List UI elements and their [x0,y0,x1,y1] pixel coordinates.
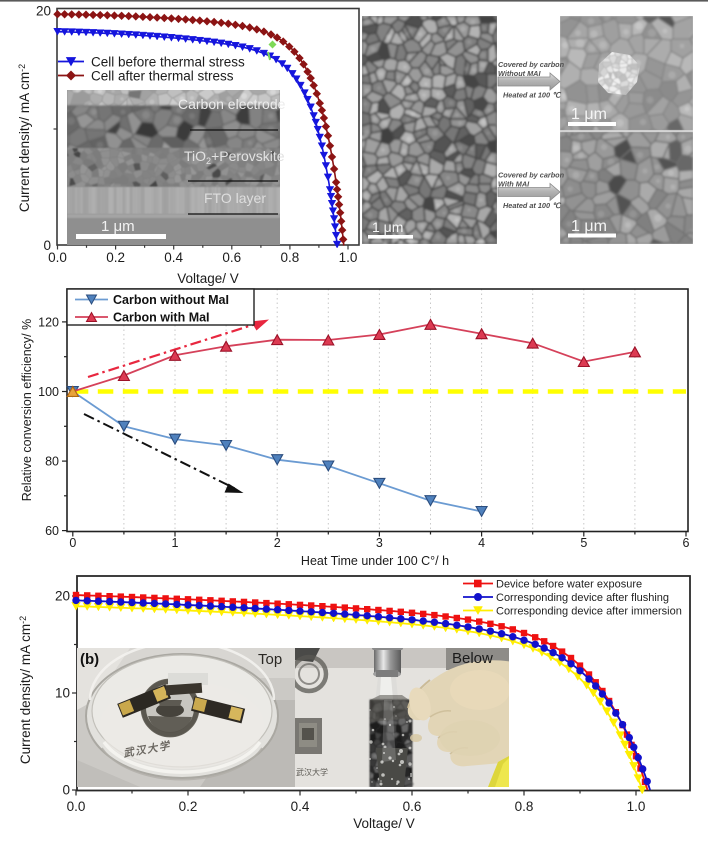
svg-text:2: 2 [274,536,281,550]
svg-text:Cell before thermal stress: Cell before thermal stress [91,55,245,70]
svg-text:Current density/ mA cm-2: Current density/ mA cm-2 [17,64,32,212]
svg-text:10: 10 [55,686,70,701]
svg-text:Covered by carbon: Covered by carbon [498,60,565,69]
svg-text:Device before water exposure: Device before water exposure [496,579,642,591]
svg-text:0.8: 0.8 [281,250,300,265]
svg-text:Carbon electrode: Carbon electrode [178,96,286,112]
svg-text:0.4: 0.4 [164,250,183,265]
svg-text:TiO2+Perovskite: TiO2+Perovskite [184,148,285,166]
svg-text:Below: Below [452,650,493,667]
svg-text:0.6: 0.6 [403,799,422,814]
svg-text:0: 0 [62,783,70,798]
svg-text:1.0: 1.0 [339,250,358,265]
svg-text:Heated at 100 ℃: Heated at 100 ℃ [503,201,562,210]
svg-text:0: 0 [43,238,51,253]
svg-text:20: 20 [55,589,70,604]
svg-text:Corresponding device after flu: Corresponding device after flushing [496,592,669,604]
svg-text:4: 4 [478,536,485,550]
svg-text:1: 1 [172,536,179,550]
svg-text:80: 80 [45,455,59,469]
svg-text:(b): (b) [80,651,99,668]
svg-text:0.2: 0.2 [106,250,125,265]
svg-text:0.6: 0.6 [222,250,241,265]
svg-text:Top: Top [258,651,282,668]
svg-text:Relative conversion efficiency: Relative conversion efficiency/ % [20,319,34,502]
svg-text:Heated at 100 ℃: Heated at 100 ℃ [503,91,562,100]
svg-text:Corresponding device after imm: Corresponding device after immersion [496,606,682,618]
svg-text:1 μm: 1 μm [571,218,607,235]
svg-text:0: 0 [69,536,76,550]
svg-text:Without MAI: Without MAI [498,69,541,78]
svg-text:0.4: 0.4 [291,799,310,814]
svg-text:Voltage/ V: Voltage/ V [353,816,415,831]
svg-text:Cell after thermal stress: Cell after thermal stress [91,69,234,84]
svg-text:1.0: 1.0 [627,799,646,814]
svg-text:100: 100 [38,385,59,399]
svg-text:0.2: 0.2 [179,799,198,814]
svg-text:0.0: 0.0 [67,799,86,814]
svg-text:60: 60 [45,524,59,538]
svg-text:3: 3 [376,536,383,550]
svg-text:Current density/ mA cm-2: Current density/ mA cm-2 [18,616,33,764]
svg-text:120: 120 [38,315,59,329]
svg-text:Heat Time under 100 C°/ h: Heat Time under 100 C°/ h [301,554,449,568]
svg-text:Carbon with MaI: Carbon with MaI [113,311,210,325]
svg-text:With MAI: With MAI [498,180,530,189]
svg-text:FTO layer: FTO layer [204,190,266,206]
svg-text:20: 20 [36,4,51,19]
svg-text:Voltage/ V: Voltage/ V [177,271,239,286]
svg-text:武汉大学: 武汉大学 [296,767,328,777]
svg-text:1 μm: 1 μm [101,218,135,235]
svg-text:1 μm: 1 μm [372,219,403,235]
svg-text:0.0: 0.0 [48,250,67,265]
svg-text:1 μm: 1 μm [571,106,607,123]
svg-text:Carbon without MaI: Carbon without MaI [113,293,229,307]
svg-text:6: 6 [683,536,690,550]
svg-text:5: 5 [580,536,587,550]
svg-text:Covered by carbon: Covered by carbon [498,171,565,180]
svg-text:0.8: 0.8 [515,799,534,814]
